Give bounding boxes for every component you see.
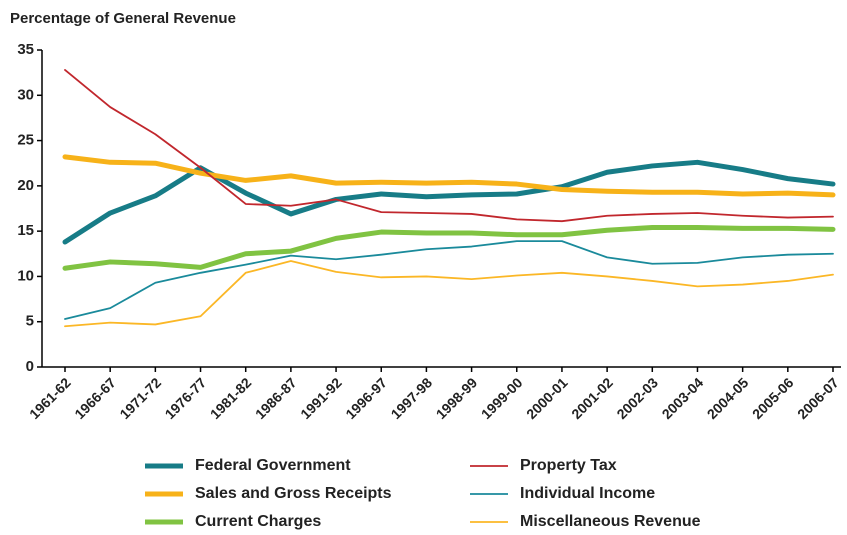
x-tick-label: 1991-92	[297, 374, 345, 422]
chart-title: Percentage of General Revenue	[10, 10, 236, 27]
series-line	[64, 260, 834, 328]
y-tick-label: 5	[26, 313, 34, 330]
x-tick-label: 1997-98	[387, 374, 435, 422]
x-tick-label: 1966-67	[71, 374, 119, 422]
y-tick-label: 15	[17, 222, 34, 239]
y-tick-label: 35	[17, 41, 34, 58]
x-tick-label: 1971-72	[116, 374, 164, 422]
y-tick-label: 30	[17, 86, 34, 103]
legend-label: Current Charges	[195, 513, 321, 530]
x-tick-label: 2001-02	[568, 374, 616, 422]
legend-label: Miscellaneous Revenue	[520, 513, 701, 530]
series-line	[64, 69, 834, 223]
x-tick-label: 1996-97	[342, 374, 390, 422]
series-line	[62, 225, 836, 271]
x-tick-label: 2003-04	[659, 374, 707, 422]
x-tick-label: 1999-00	[478, 374, 526, 422]
x-tick-label: 2000-01	[523, 374, 571, 422]
series-line	[62, 154, 836, 198]
x-tick-label: 1998-99	[433, 374, 481, 422]
legend-label: Property Tax	[520, 457, 617, 474]
x-tick-label: 1981-82	[207, 374, 255, 422]
x-tick-label: 2002-03	[613, 374, 661, 422]
x-tick-label: 2005-06	[749, 374, 797, 422]
x-tick-label: 2004-05	[704, 374, 752, 422]
y-tick-label: 25	[17, 132, 34, 149]
x-tick-label: 1961-62	[26, 374, 74, 422]
y-tick-label: 20	[17, 177, 34, 194]
y-tick-label: 10	[17, 267, 34, 284]
legend-label: Federal Government	[195, 457, 351, 474]
legend-label: Individual Income	[520, 485, 655, 502]
x-tick-label: 1986-87	[252, 374, 300, 422]
x-tick-label: 1976-77	[162, 374, 210, 422]
legend-label: Sales and Gross Receipts	[195, 485, 392, 502]
x-tick-label: 2006-07	[794, 374, 842, 422]
y-tick-label: 0	[26, 358, 34, 375]
series-line	[64, 240, 834, 320]
